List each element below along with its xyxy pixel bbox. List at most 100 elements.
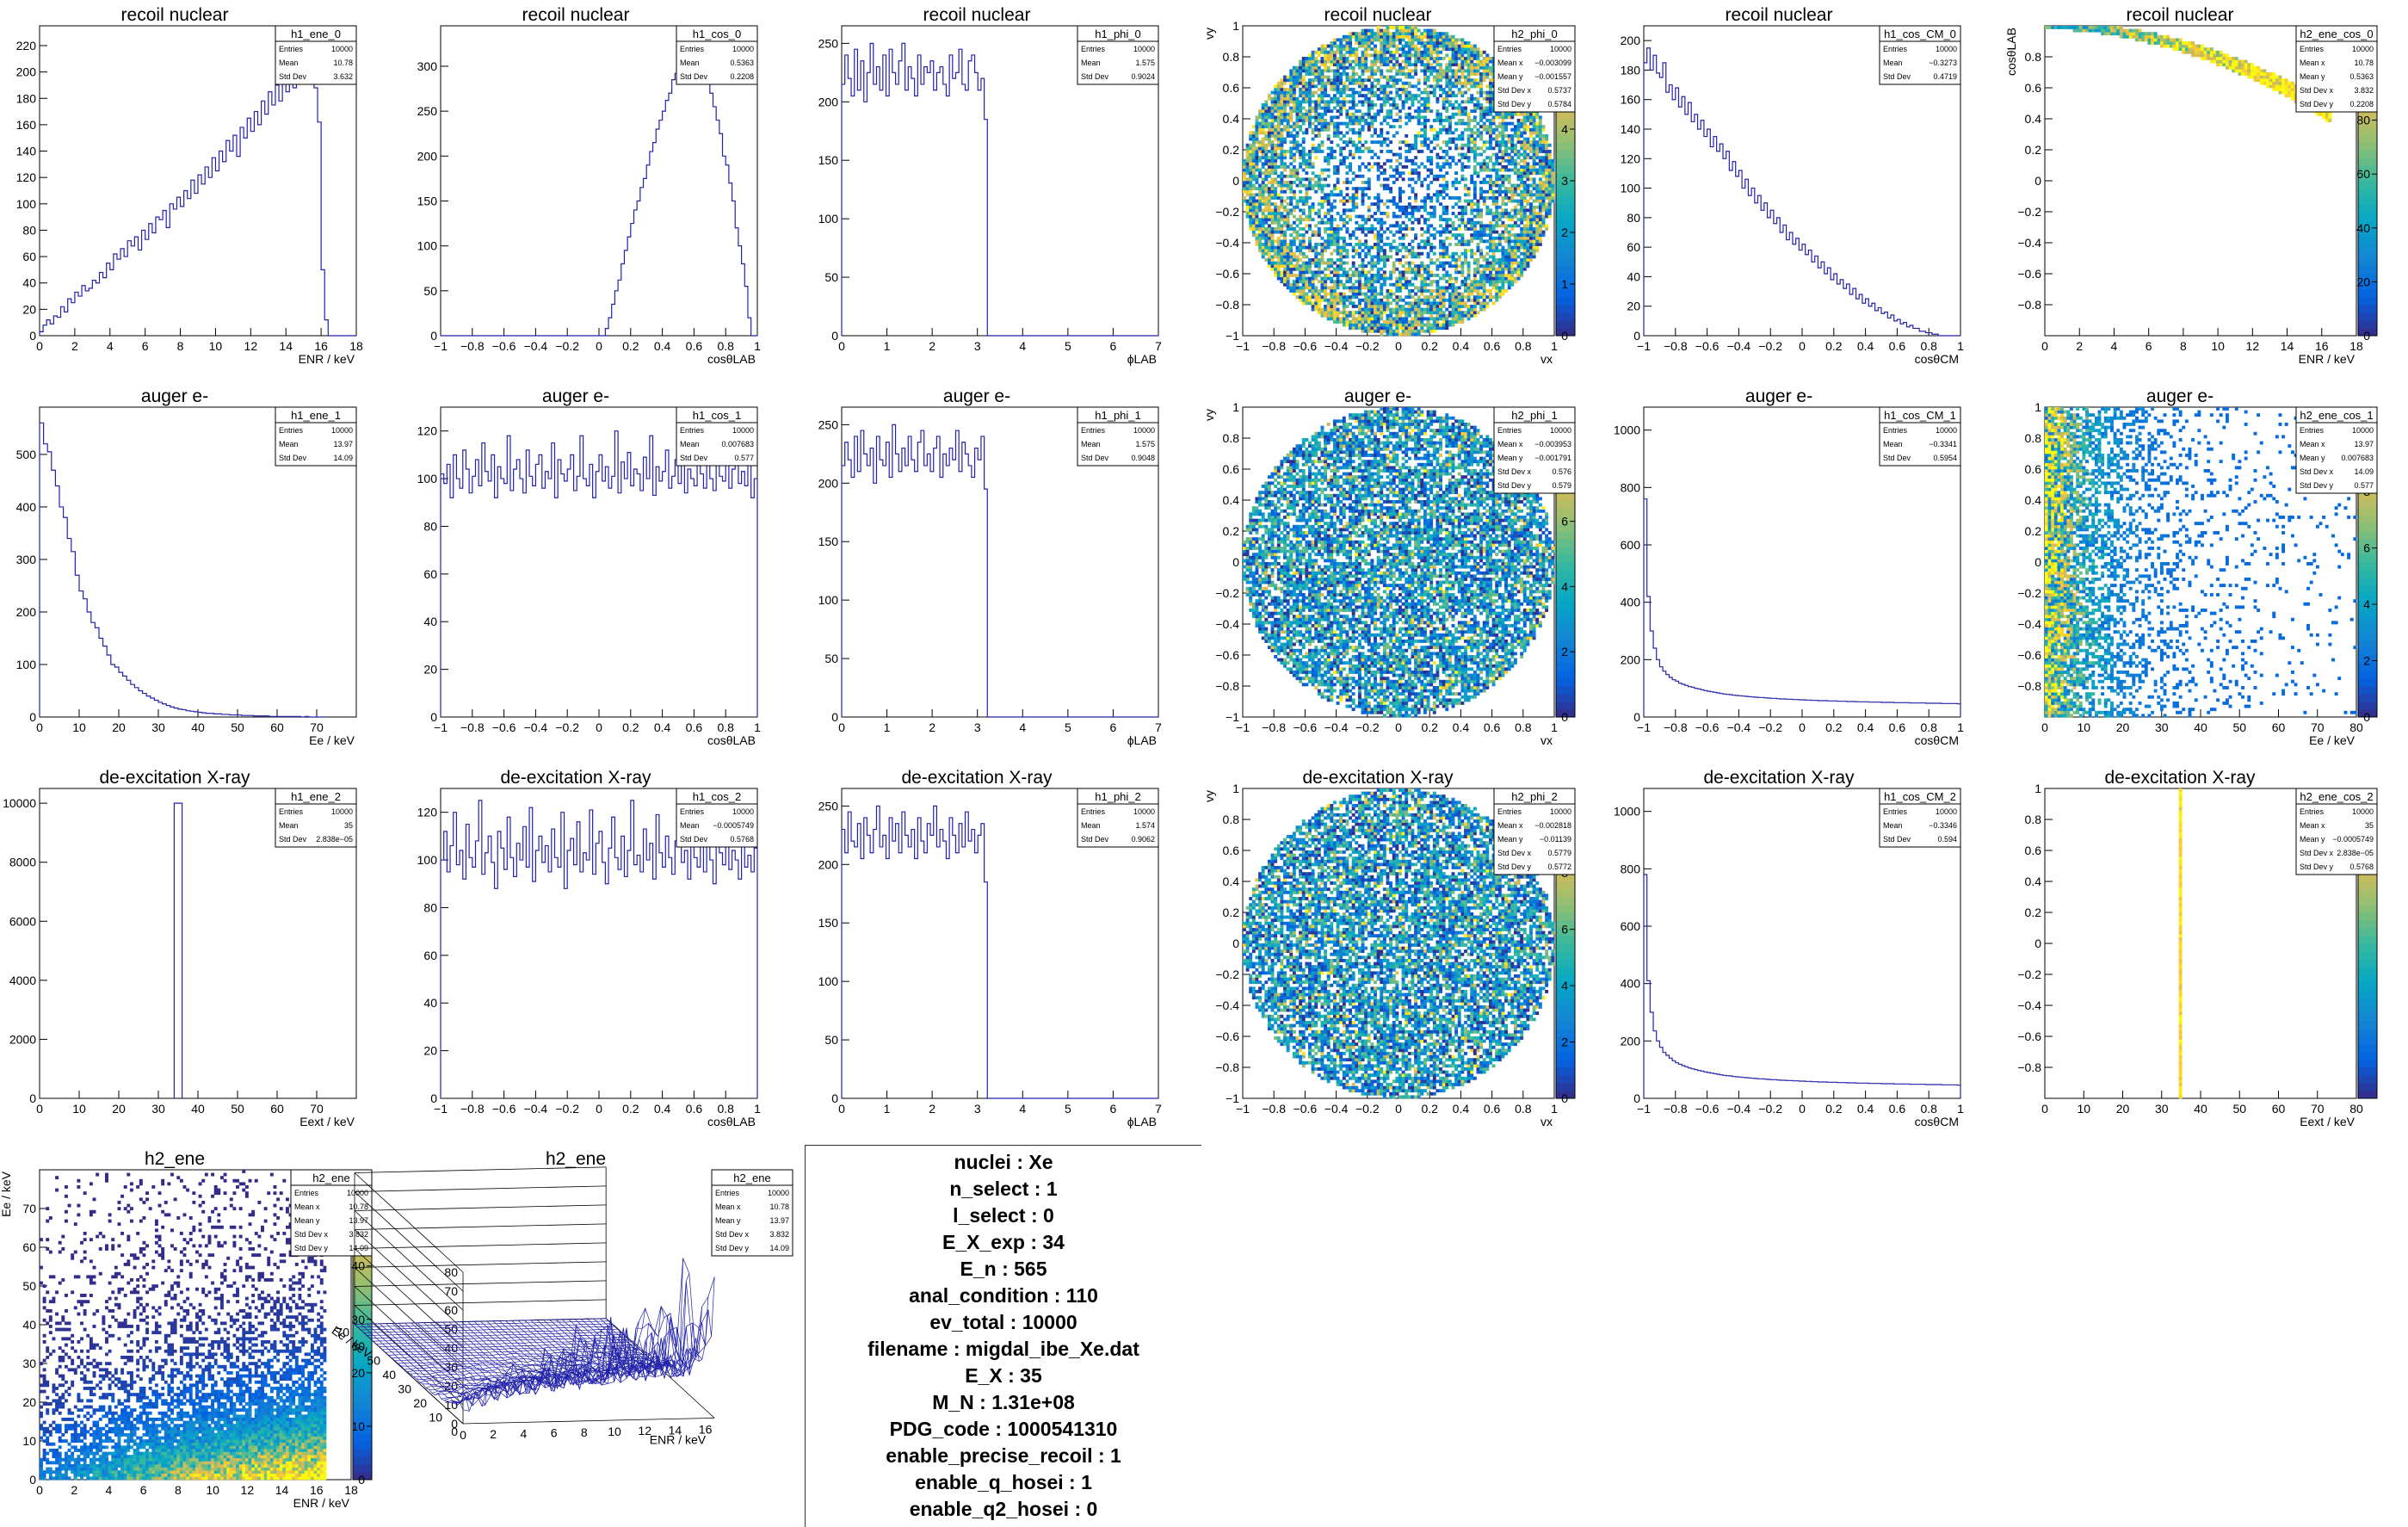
x-tick-label: 18 [2349,339,2363,353]
y-axis-label: cosθLAB [2004,28,2018,76]
stats-key: Mean x [715,1202,741,1211]
x-tick-label: 4 [1019,1102,1026,1116]
y-tick-label: −0.8 [1215,679,1239,693]
x-tick-label: 0 [460,1428,466,1442]
x-tick-label: 18 [349,339,363,353]
stats-value: 10000 [1936,426,1957,435]
y-tick-label: 60 [423,567,437,581]
z-tick-label: 40 [2356,221,2370,235]
y-tick-label: 0 [831,710,838,724]
x-tick-label: 1 [754,720,761,734]
stats-key: Mean x [2300,59,2325,67]
stats-name: h1_phi_2 [1095,790,1141,803]
x-tick-label: 5 [1065,720,1071,734]
y-tick-label: 0.2 [1223,906,1240,919]
info-line: enable_q2_hosei : 0 [806,1498,1201,1521]
stats-key: Std Dev [279,835,307,844]
x-tick-label: −0.8 [1262,720,1286,734]
x-tick-label: 1 [1957,339,1964,353]
histogram-line [842,424,1158,717]
x-tick-label: 30 [2155,720,2169,734]
x-tick-label: 7 [1155,339,1162,353]
y-tick-label: 800 [1621,862,1641,875]
plot-title: de-excitation X-ray [1703,768,1855,788]
stats-key: Std Dev x [1497,849,1532,857]
stats-key: Std Dev y [2300,100,2334,108]
stats-value: 0.5772 [1547,862,1571,871]
stats-key: Mean [1883,821,1903,830]
y-tick-label: 150 [818,153,839,167]
stats-value: 10000 [2352,426,2374,435]
y-tick-label: 50 [22,1279,36,1293]
stats-value: 3.832 [349,1230,368,1239]
stats-value: 13.97 [333,440,353,448]
y-tick-label: −0.8 [2017,1060,2041,1074]
x-tick-label: 4 [106,1483,113,1497]
x-tick-label: 6 [142,339,149,353]
plot-title: h2_ene [546,1149,606,1169]
stats-value: −0.3273 [1929,59,1957,67]
x-tick-label: −0.8 [1664,720,1688,734]
y-tick-label: 120 [417,806,438,819]
x-tick-label: 0.4 [654,720,671,734]
y-tick-label: 10 [429,1411,442,1425]
x-tick-label: 2 [71,339,78,353]
plot-title: de-excitation X-ray [901,768,1053,788]
x-tick-label: 0 [36,1483,43,1497]
y-tick-label: −0.8 [1215,1060,1239,1074]
y-tick-label: 0.8 [2025,50,2042,64]
x-axis-label: ϕLAB [1127,352,1157,366]
y-tick-label: −0.4 [2017,236,2041,250]
y-tick-label: 40 [423,996,437,1010]
x-axis-label: cosθLAB [707,352,756,366]
x-tick-label: −0.2 [555,1102,579,1116]
stats-value: 0.577 [2354,481,2374,490]
heatmap-cells [40,1170,326,1480]
y-tick-label: −0.4 [2017,998,2041,1012]
y-tick-label: 200 [16,65,37,79]
x-axis-label: vx [1541,733,1553,747]
y-tick-label: 120 [1621,151,1641,165]
y-tick-label: −0.6 [2017,648,2041,662]
stats-value: 14.09 [2354,467,2374,476]
y-tick-label: 30 [398,1382,411,1396]
x-tick-label: 4 [1019,720,1026,734]
y-tick-label: 80 [1627,211,1640,225]
stats-key: Entries [1497,426,1522,435]
x-tick-label: −0.2 [555,720,579,734]
stats-value: −0.001557 [1534,72,1571,81]
stats-key: Std Dev [680,72,708,81]
y-tick-label: 0.2 [1223,524,1240,538]
y-tick-label: 50 [824,270,838,284]
y-tick-label: −0.8 [2017,679,2041,693]
stats-key: Mean [279,821,299,830]
y-tick-label: 200 [818,95,839,108]
info-line: anal_condition : 110 [806,1284,1201,1308]
x-tick-label: 0.4 [1453,720,1470,734]
x-tick-label: 60 [2272,720,2286,734]
stats-key: Entries [680,45,705,53]
y-tick-label: 0 [1232,174,1239,188]
x-tick-label: 80 [2349,720,2363,734]
y-tick-label: 100 [16,658,37,671]
x-tick-label: 20 [112,720,126,734]
y-tick-label: 200 [1621,1034,1641,1048]
stats-name: h1_cos_CM_1 [1884,409,1956,422]
stats-key: Entries [1883,807,1908,816]
stats-key: Mean x [1497,59,1523,67]
z-tick-label: 0 [2363,710,2370,724]
stats-value: −0.3341 [1929,440,1957,448]
x-tick-label: 6 [140,1483,147,1497]
